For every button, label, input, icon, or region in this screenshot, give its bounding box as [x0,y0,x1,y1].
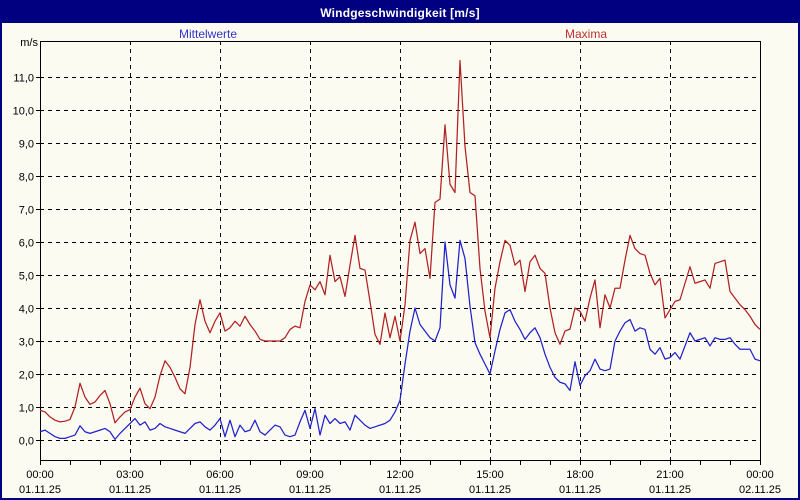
y-tick-label: 4,0 [19,304,34,316]
x-tick-label-date: 01.11.25 [109,484,151,496]
x-tick-label-date: 01.11.25 [199,484,241,496]
x-tick-label-date: 01.11.25 [559,484,601,496]
y-tick-label: 3,0 [19,337,34,349]
x-tick-label-date: 01.11.25 [379,484,421,496]
y-tick-label: 1,0 [19,403,34,415]
x-tick-label-time: 18:00 [566,469,594,481]
y-tick-label: 11,0 [13,73,34,85]
title-bar: Windgeschwindigkeit [m/s] [2,2,798,23]
x-tick-label-time: 06:00 [206,469,234,481]
y-tick-label: 5,0 [19,271,34,283]
legend-mittelwerte-label: Mittelwerte [178,27,238,41]
chart-title: Windgeschwindigkeit [m/s] [320,5,480,20]
y-tick-label: 7,0 [19,205,34,217]
y-tick-label: 2,0 [19,370,34,382]
x-tick-label-date: 01.11.25 [289,484,331,496]
x-tick-label-time: 09:00 [296,469,324,481]
plot-border [40,41,761,461]
y-tick-label: 9,0 [19,139,34,151]
legend-maxima-label: Maxima [564,27,608,41]
x-tick-label-date: 01.11.25 [19,484,61,496]
y-axis-unit-label: m/s [20,37,38,49]
x-tick-label-time: 15:00 [476,469,504,481]
y-tick-label: 10,0 [13,106,34,118]
y-tick-label: 8,0 [19,172,34,184]
x-tick-label-date: 01.11.25 [469,484,511,496]
series-maxima-line [39,59,761,424]
x-tick-label-time: 00:00 [26,469,54,481]
y-tick-label: 0,0 [19,436,34,448]
x-tick-label-date: 01.11.25 [649,484,691,496]
y-tick-label: 6,0 [19,238,34,250]
series-mittelwerte-line [39,239,761,440]
x-tick-label-time: 03:00 [116,469,144,481]
x-tick-label-date: 02.11.25 [739,484,781,496]
x-tick-label-time: 00:00 [746,469,774,481]
x-tick-label-time: 21:00 [656,469,684,481]
x-tick-label-time: 12:00 [386,469,414,481]
